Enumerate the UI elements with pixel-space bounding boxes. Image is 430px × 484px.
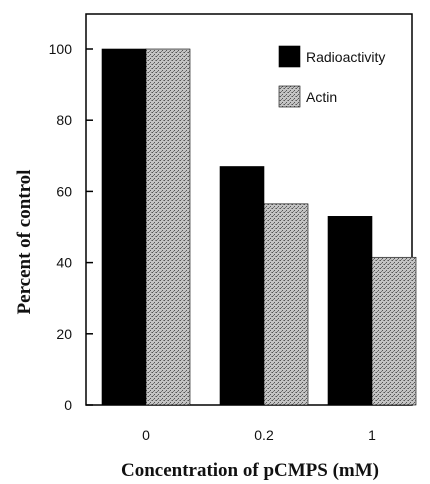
x-axis-title: Concentration of pCMPS (mM) xyxy=(121,460,379,481)
bar-radioactivity-0.2 xyxy=(219,166,265,406)
x-axis: 0 0.2 1 xyxy=(142,427,376,443)
y-axis-title: Percent of control xyxy=(14,170,35,315)
legend-label-actin: Actin xyxy=(306,89,337,105)
y-tick-label: 40 xyxy=(56,255,72,271)
x-tick-label: 0 xyxy=(142,427,150,443)
y-tick-label: 0 xyxy=(64,397,72,413)
bars xyxy=(101,48,417,406)
bar-actin-0.2 xyxy=(263,203,309,406)
legend: Radioactivity Actin xyxy=(278,45,385,108)
legend-swatch-radioactivity xyxy=(278,45,301,68)
x-tick-label: 1 xyxy=(368,427,376,443)
bar-actin-1 xyxy=(371,256,417,406)
y-axis: 0 20 40 60 80 100 xyxy=(49,41,93,413)
y-tick-label: 20 xyxy=(56,326,72,342)
y-tick-label: 100 xyxy=(49,41,73,57)
legend-swatch-actin xyxy=(278,85,301,108)
y-tick-label: 60 xyxy=(56,183,72,199)
bar-actin-0 xyxy=(145,48,191,406)
legend-label-radioactivity: Radioactivity xyxy=(306,49,385,65)
bar-radioactivity-1 xyxy=(327,216,373,406)
y-tick-label: 80 xyxy=(56,112,72,128)
x-tick-label: 0.2 xyxy=(254,427,274,443)
bar-radioactivity-0 xyxy=(101,48,147,406)
